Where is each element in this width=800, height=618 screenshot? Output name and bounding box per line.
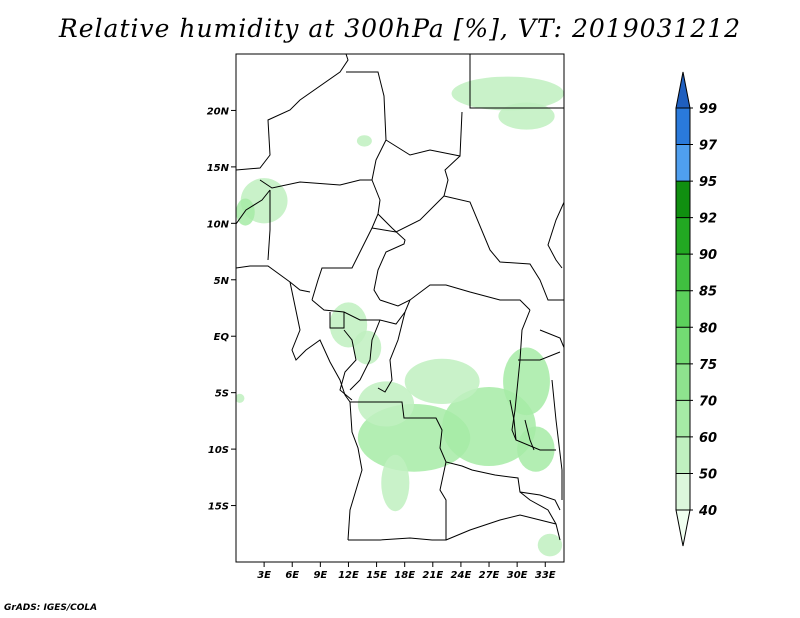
colorbar-label: 50 (699, 467, 717, 482)
colorbar-low-triangle (675, 509, 691, 547)
colorbar-segment (676, 254, 690, 291)
colorbar-label: 60 (699, 431, 717, 446)
lon-tick-label: 9E (313, 570, 327, 581)
lat-tick-label: 15N (207, 163, 230, 174)
humidity-zone (353, 330, 382, 365)
colorbar-label: 92 (699, 212, 717, 227)
humidity-zone (357, 381, 415, 427)
humidity-zone (356, 135, 372, 147)
colorbar-segment (676, 436, 690, 474)
colorbar-label: 97 (699, 139, 718, 154)
colorbar-segment (676, 217, 690, 255)
humidity-zone (503, 347, 550, 416)
lon-tick-label: 15E (366, 570, 387, 581)
lat-tick-label: 10N (207, 219, 230, 230)
colorbar: 40 50 60 70 75 80 85 90 92 95 97 99 (675, 71, 718, 547)
colorbar-segment (676, 363, 690, 401)
lon-tick-label: 3E (257, 570, 271, 581)
colorbar-segment (676, 290, 690, 328)
humidity-zone (381, 454, 410, 512)
lat-tick-label: 10S (208, 445, 229, 456)
lon-tick-label: 33E (535, 570, 556, 581)
colorbar-label: 90 (699, 248, 717, 263)
colorbar-label: 75 (699, 358, 717, 373)
colorbar-label: 40 (698, 504, 717, 519)
humidity-zone (517, 426, 555, 472)
country-borders (236, 54, 564, 541)
humidity-zone (236, 198, 255, 226)
lat-tick-label: 20N (207, 106, 230, 117)
lon-tick-label: 21E (422, 570, 443, 581)
lat-tick-label: 5N (214, 276, 230, 287)
colorbar-high-triangle (675, 71, 691, 109)
colorbar-segment (676, 181, 690, 218)
colorbar-label: 99 (699, 102, 717, 117)
credit-label: GrADS: IGES/COLA (4, 603, 98, 613)
lat-tick-label: EQ (214, 332, 230, 343)
colorbar-segment (676, 473, 690, 510)
colorbar-segment (676, 327, 690, 364)
colorbar-segment (676, 144, 690, 182)
colorbar-label: 95 (699, 175, 717, 190)
humidity-zone (404, 358, 480, 404)
map-axes: 20N 15N 10N 5N EQ 5S 10S 15S 3E 6E 9E 12E 15E 18E 21E 2… (207, 106, 556, 581)
humidity-zone (537, 533, 563, 557)
humidity-zone (451, 76, 564, 111)
colorbar-label: 80 (699, 321, 717, 336)
lat-tick-label: 15S (208, 502, 229, 513)
colorbar-label: 85 (699, 285, 717, 300)
lon-tick-label: 30E (507, 570, 528, 581)
lon-tick-label: 12E (338, 570, 359, 581)
colorbar-segment (676, 108, 690, 145)
colorbar-segment (676, 400, 690, 437)
lon-tick-label: 27E (479, 570, 500, 581)
lon-tick-label: 18E (394, 570, 415, 581)
humidity-shading (236, 76, 564, 557)
lat-tick-label: 5S (215, 389, 229, 400)
map-frame (235, 53, 565, 563)
humidity-zone (236, 393, 245, 403)
chart-title: Relative humidity at 300hPa [%], VT: 201… (58, 14, 742, 43)
colorbar-label: 70 (699, 394, 717, 409)
humidity-zone (498, 102, 555, 130)
lon-tick-label: 24E (451, 570, 472, 581)
lon-tick-label: 6E (285, 570, 299, 581)
